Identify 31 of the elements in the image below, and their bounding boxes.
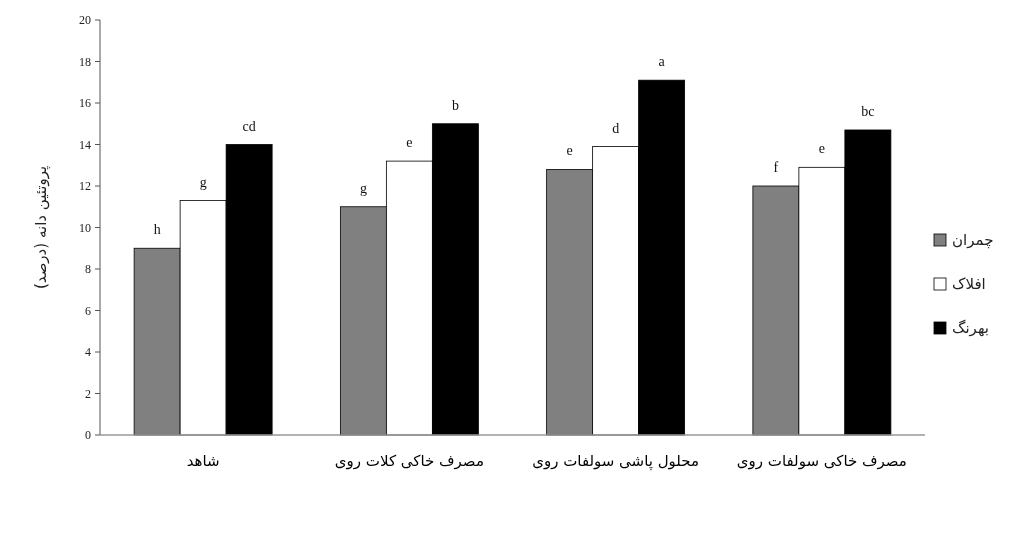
y-tick-label: 2 — [85, 386, 91, 401]
data-label: b — [451, 97, 459, 113]
x-tick-label: مصرف خاکی کلات روی — [333, 451, 485, 472]
data-label: g — [359, 180, 367, 196]
y-tick-label: 18 — [79, 54, 91, 69]
data-label: e — [818, 141, 825, 157]
data-label: a — [658, 54, 666, 70]
y-tick-label: 16 — [79, 96, 91, 110]
data-label: e — [566, 143, 573, 159]
data-label: d — [612, 120, 620, 136]
data-label: e — [406, 135, 413, 151]
data-label: f — [773, 160, 779, 175]
data-label: cd — [242, 118, 256, 134]
y-tick-label: 14 — [79, 137, 91, 152]
legend-label: چمران — [952, 231, 994, 249]
y-tick-label: 20 — [79, 13, 91, 27]
data-label: h — [153, 222, 161, 238]
legend-label: افلاک — [952, 275, 986, 293]
data-label: bc — [861, 103, 875, 119]
x-tick-label: شاهد — [185, 451, 221, 472]
y-tick-label: 8 — [85, 262, 91, 276]
data-label: g — [199, 174, 207, 190]
y-tick-label: 0 — [85, 428, 91, 442]
x-tick-label: مصرف خاکی سولفات روی — [735, 451, 908, 472]
y-tick-label: 10 — [79, 220, 91, 235]
y-tick-label: 4 — [85, 345, 91, 359]
y-axis-title: پروتئین دانه (درصد) — [32, 165, 51, 290]
y-tick-label: 12 — [79, 179, 91, 193]
y-tick-label: 6 — [85, 303, 91, 318]
x-tick-label: محلول پاشی سولفات روی — [531, 451, 701, 472]
legend-label: بهرنگ — [952, 319, 989, 337]
